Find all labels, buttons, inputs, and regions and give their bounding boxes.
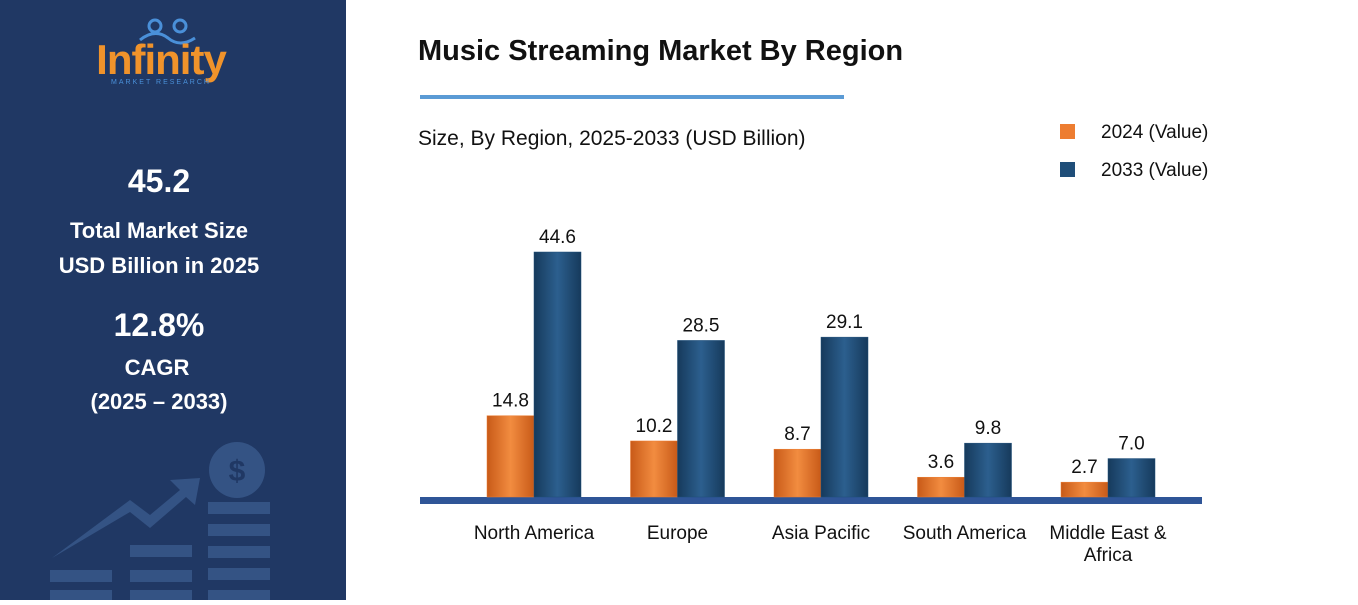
data-label: 14.8 <box>492 391 529 412</box>
bar <box>820 336 869 498</box>
cagr-period: (2025 – 2033) <box>90 389 228 414</box>
legend-label: 2024 (Value) <box>1101 122 1208 143</box>
chart-title: Music Streaming Market By Region <box>418 35 903 67</box>
data-label: 44.6 <box>539 227 576 248</box>
bar <box>630 440 678 498</box>
sidebar-art: $ <box>50 18 270 600</box>
bar <box>773 448 822 498</box>
data-label: 29.1 <box>826 312 863 333</box>
x-tick-label: South America <box>902 523 1027 544</box>
market-size-label: Total Market Size <box>69 218 249 243</box>
data-label: 3.6 <box>928 452 954 473</box>
x-tick-label: North America <box>473 523 595 544</box>
bar <box>1060 481 1109 498</box>
chart-area: Music Streaming Market By Region Size, B… <box>346 0 1358 605</box>
cagr: 12.8% <box>113 307 205 343</box>
data-label: 7.0 <box>1118 434 1144 455</box>
logo-tagline: MARKET RESEARCH <box>111 79 211 86</box>
svg-text:$: $ <box>229 455 246 488</box>
x-tick-label: Europe <box>646 523 709 544</box>
bar <box>533 251 582 498</box>
x-tick-label: Asia Pacific <box>771 523 871 544</box>
market-size: 45.2 <box>127 163 191 199</box>
x-tick-label: Middle East & Africa <box>1049 523 1167 566</box>
data-label: 10.2 <box>636 416 673 437</box>
data-label: 8.7 <box>784 424 810 445</box>
data-label: 9.8 <box>975 418 1001 439</box>
cagr-label: CAGR <box>124 355 190 380</box>
chart: Music Streaming Market By Region Size, B… <box>418 35 1208 504</box>
market-size-label: USD Billion in 2025 <box>58 253 260 278</box>
title-underline <box>420 95 844 99</box>
legend-swatch <box>1060 162 1075 177</box>
legend-swatch <box>1060 124 1075 139</box>
bar <box>964 442 1012 498</box>
data-label: 2.7 <box>1071 457 1097 478</box>
bar <box>917 476 965 498</box>
legend-label: 2033 (Value) <box>1101 160 1208 181</box>
logo: Infinity <box>96 36 227 83</box>
data-label: 28.5 <box>683 315 720 336</box>
baseline <box>420 497 1202 504</box>
sidebar: $ Infinity MARKET RESEARCH 45.2 Total Ma… <box>0 0 346 600</box>
bar <box>677 340 725 498</box>
bar <box>1107 458 1156 498</box>
chart-subtitle: Size, By Region, 2025-2033 (USD Billion) <box>418 127 806 150</box>
bar <box>486 415 535 498</box>
